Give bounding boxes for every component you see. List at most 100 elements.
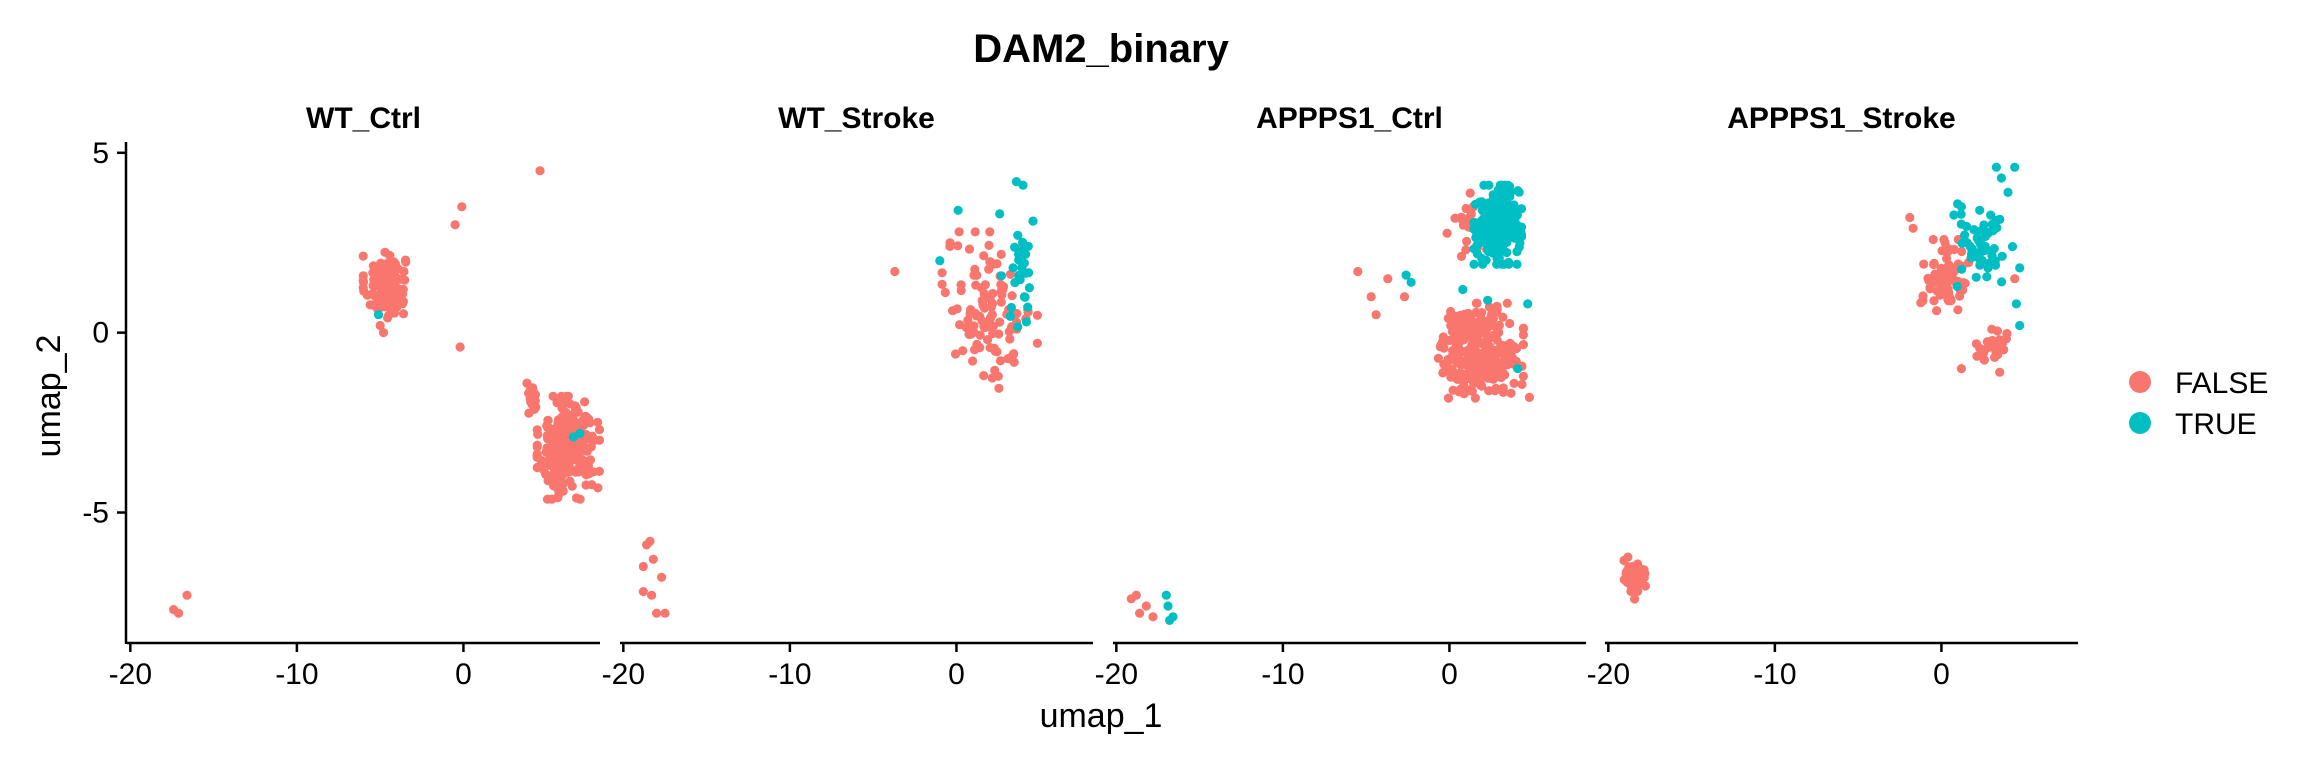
point-true [1469,218,1479,228]
point-true [1507,201,1517,211]
point-false [969,270,979,280]
point-false [1494,327,1504,338]
point-true [1997,251,2007,261]
point-false [555,444,566,454]
point-false [1446,364,1456,374]
point-false [563,445,573,455]
point-false [594,466,605,476]
point-true [1996,173,2006,183]
x-tick-label: -10 [275,658,318,691]
point-false [952,304,962,314]
point-false [368,300,378,310]
facet-title: WT_Ctrl [306,102,421,135]
point-false [1957,246,1967,257]
x-axis-title: umap_1 [1040,697,1163,735]
panel-appps1-stroke: APPPS1_Stroke -20 -10 0 [1587,102,2078,691]
point-false [567,481,577,491]
point-false [1987,335,1997,346]
point-true [1514,242,1524,252]
point-false [1004,326,1014,337]
point-false [1471,298,1481,308]
point-false [556,438,566,448]
point-false [1486,313,1496,323]
point-false [1502,298,1512,308]
point-true [1018,180,1028,190]
point-false [1929,296,1939,306]
point-true [1024,283,1034,293]
point-true [1500,189,1510,199]
point-false [541,447,551,457]
point-false [1628,576,1638,586]
point-false [994,383,1004,393]
point-false [376,269,386,279]
point-true [1997,277,2007,287]
point-false [1476,379,1486,390]
point-true [1513,364,1523,374]
point-true [2015,263,2025,273]
facet-panels: WT_Ctrl-20 -10 050-5WT_Stroke-20 -10 0APPPS1… [82,102,2078,691]
point-false [1930,269,1940,279]
point-false [570,446,580,456]
point-false [652,608,662,618]
point-true [1495,180,1505,190]
point-false [532,462,542,473]
point-false [1032,310,1042,320]
point-true [373,310,384,320]
point-false [529,389,540,399]
point-false [964,244,975,254]
point-true [1485,242,1495,252]
point-true [1971,272,1981,282]
point-false [1943,295,1953,305]
point-true [1956,219,1966,229]
point-true [1977,255,1987,266]
chart-title: DAM2_binary [973,27,1229,71]
point-false [1484,386,1494,396]
point-true [1956,202,1966,212]
point-false [953,241,963,251]
point-false [1032,338,1042,348]
point-true [1163,601,1173,611]
legend: FALSE TRUE [2129,367,2268,441]
point-false [1442,228,1452,238]
legend-label-false: FALSE [2175,367,2268,400]
point-false [1447,351,1457,361]
point-false [529,402,539,412]
point-false [1932,306,1942,316]
point-false [457,202,467,212]
point-false [1433,353,1443,363]
point-false [956,285,966,296]
point-false [954,227,964,237]
point-true [1496,215,1506,225]
point-true [1957,264,1967,274]
point-false [1465,188,1475,198]
point-false [980,302,990,312]
point-true [1013,322,1023,332]
x-tick-label: -10 [1261,658,1304,691]
point-false [358,283,368,293]
point-false [979,371,989,381]
point-false [1518,340,1528,350]
facet-title: APPPS1_Stroke [1727,102,1955,135]
point-false [971,280,981,290]
point-true [1476,198,1486,208]
point-false [1443,393,1454,403]
point-false [660,608,670,618]
point-true [1982,272,1992,282]
point-false [1463,308,1473,318]
point-false [1943,247,1953,257]
point-true [1013,230,1023,240]
point-false [1925,284,1935,294]
point-true [1991,215,2001,225]
point-false [1939,234,1949,245]
point-true [1514,187,1524,197]
legend-label-true: TRUE [2175,408,2257,441]
point-false [979,251,989,261]
point-false [378,279,388,289]
point-false [1991,346,2001,356]
point-false [594,425,605,435]
point-false [1492,301,1502,311]
point-false [1936,263,1946,273]
point-false [375,320,385,331]
point-true [1523,299,1533,309]
point-true [1512,210,1522,220]
